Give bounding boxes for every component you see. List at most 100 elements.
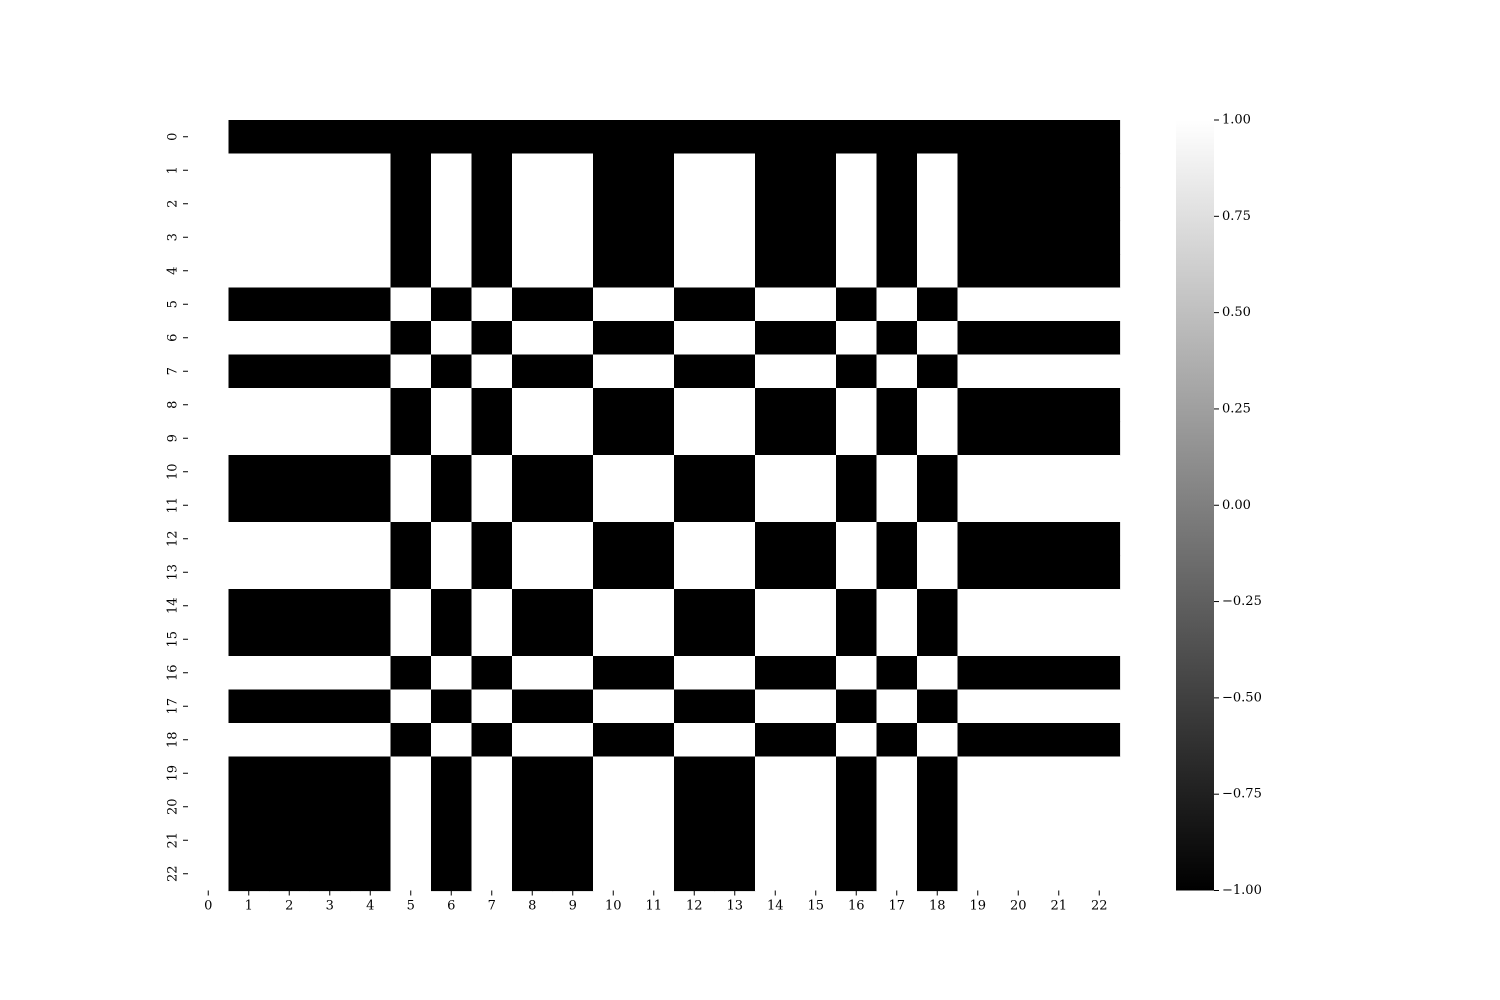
heatmap-cell-r2-c13: [714, 187, 756, 222]
x-tick-label: 21: [1050, 899, 1067, 914]
heatmap-cell-r12-c14: [755, 522, 797, 557]
heatmap-cell-r3-c4: [350, 220, 392, 255]
heatmap-cell-r11-c19: [957, 488, 999, 523]
y-tick-label: 14: [166, 597, 181, 614]
heatmap-cell-r17-c4: [350, 689, 392, 724]
heatmap-cell-r0-c20: [998, 120, 1040, 155]
heatmap-cell-r2-c14: [755, 187, 797, 222]
x-tick-label: 14: [767, 899, 784, 914]
heatmap-cell-r7-c15: [795, 354, 837, 389]
heatmap-cell-r12-c13: [714, 522, 756, 557]
heatmap-cell-r8-c1: [228, 388, 270, 423]
heatmap-cell-r20-c7: [471, 790, 513, 825]
heatmap-cell-r7-c13: [714, 354, 756, 389]
heatmap-cell-r17-c12: [674, 689, 716, 724]
heatmap-cell-r3-c6: [431, 220, 473, 255]
heatmap-cell-r17-c9: [552, 689, 594, 724]
heatmap-cell-r10-c21: [1038, 455, 1080, 490]
heatmap-cell-r11-c1: [228, 488, 270, 523]
heatmap-cell-r22-c22: [1079, 857, 1121, 892]
heatmap-cell-r2-c15: [795, 187, 837, 222]
heatmap-cell-r8-c7: [471, 388, 513, 423]
heatmap-cell-r22-c16: [836, 857, 878, 892]
heatmap-cell-r2-c19: [957, 187, 999, 222]
heatmap-cell-r9-c9: [552, 421, 594, 456]
heatmap-cell-r10-c20: [998, 455, 1040, 490]
heatmap-cell-r21-c18: [917, 823, 959, 858]
y-tick-label: 9: [166, 434, 181, 442]
heatmap-cell-r5-c18: [917, 287, 959, 322]
heatmap-cell-r12-c20: [998, 522, 1040, 557]
x-tick-label: 7: [488, 899, 496, 914]
x-tick-label: 3: [326, 899, 334, 914]
heatmap-cell-r14-c18: [917, 589, 959, 624]
heatmap-cell-r18-c22: [1079, 723, 1121, 758]
heatmap-cell-r16-c8: [512, 656, 554, 691]
heatmap-cell-r5-c13: [714, 287, 756, 322]
heatmap-cell-r15-c9: [552, 622, 594, 657]
heatmap-cell-r18-c5: [390, 723, 432, 758]
heatmap-cell-r19-c11: [633, 756, 675, 791]
heatmap-cell-r19-c7: [471, 756, 513, 791]
heatmap-cell-r9-c16: [836, 421, 878, 456]
heatmap-cell-r20-c2: [269, 790, 311, 825]
heatmap-cell-r14-c20: [998, 589, 1040, 624]
heatmap-cell-r1-c5: [390, 153, 432, 188]
heatmap-cell-r3-c17: [876, 220, 918, 255]
heatmap-cell-r3-c21: [1038, 220, 1080, 255]
heatmap-cell-r19-c6: [431, 756, 473, 791]
heatmap-cell-r0-c15: [795, 120, 837, 155]
heatmap-cell-r7-c14: [755, 354, 797, 389]
heatmap-cell-r15-c18: [917, 622, 959, 657]
heatmap-cell-r19-c19: [957, 756, 999, 791]
heatmap-cell-r21-c1: [228, 823, 270, 858]
heatmap-cell-r14-c11: [633, 589, 675, 624]
heatmap-cell-r19-c5: [390, 756, 432, 791]
heatmap-cell-r5-c16: [836, 287, 878, 322]
heatmap-cell-r4-c11: [633, 254, 675, 289]
heatmap-cell-r5-c15: [795, 287, 837, 322]
y-tick-label: 19: [166, 765, 181, 782]
heatmap-cell-r10-c19: [957, 455, 999, 490]
heatmap-cell-r18-c19: [957, 723, 999, 758]
heatmap-cell-r11-c21: [1038, 488, 1080, 523]
heatmap-cell-r6-c15: [795, 321, 837, 356]
heatmap-cell-r21-c5: [390, 823, 432, 858]
y-tick-label: 18: [166, 731, 181, 748]
heatmap-cell-r17-c7: [471, 689, 513, 724]
heatmap-cell-r15-c11: [633, 622, 675, 657]
heatmap-cell-r10-c17: [876, 455, 918, 490]
heatmap-cell-r14-c8: [512, 589, 554, 624]
heatmap-cell-r21-c20: [998, 823, 1040, 858]
heatmap-cell-r13-c18: [917, 555, 959, 590]
heatmap-cell-r19-c22: [1079, 756, 1121, 791]
x-tick-label: 19: [969, 899, 986, 914]
heatmap-cell-r19-c13: [714, 756, 756, 791]
heatmap-cell-r7-c9: [552, 354, 594, 389]
heatmap-cell-r14-c10: [593, 589, 635, 624]
heatmap-cell-r10-c18: [917, 455, 959, 490]
y-tick-label: 20: [166, 798, 181, 815]
heatmap-cell-r14-c3: [309, 589, 351, 624]
heatmap-cell-r20-c16: [836, 790, 878, 825]
heatmap-cell-r16-c16: [836, 656, 878, 691]
heatmap-cell-r4-c21: [1038, 254, 1080, 289]
heatmap-cell-r9-c17: [876, 421, 918, 456]
heatmap-cell-r1-c3: [309, 153, 351, 188]
heatmap-cell-r8-c22: [1079, 388, 1121, 423]
heatmap-cell-r22-c1: [228, 857, 270, 892]
heatmap-cell-r1-c17: [876, 153, 918, 188]
heatmap-cell-r10-c6: [431, 455, 473, 490]
x-tick-label: 18: [929, 899, 946, 914]
heatmap-cell-r4-c8: [512, 254, 554, 289]
heatmap-cell-r15-c7: [471, 622, 513, 657]
heatmap-cell-r13-c9: [552, 555, 594, 590]
heatmap-cell-r17-c11: [633, 689, 675, 724]
heatmap-cell-r17-c16: [836, 689, 878, 724]
heatmap-cell-r15-c5: [390, 622, 432, 657]
heatmap-cell-r11-c2: [269, 488, 311, 523]
heatmap-cell-r2-c22: [1079, 187, 1121, 222]
heatmap-cell-r5-c12: [674, 287, 716, 322]
heatmap-cell-r15-c3: [309, 622, 351, 657]
heatmap-cell-r0-c21: [1038, 120, 1080, 155]
